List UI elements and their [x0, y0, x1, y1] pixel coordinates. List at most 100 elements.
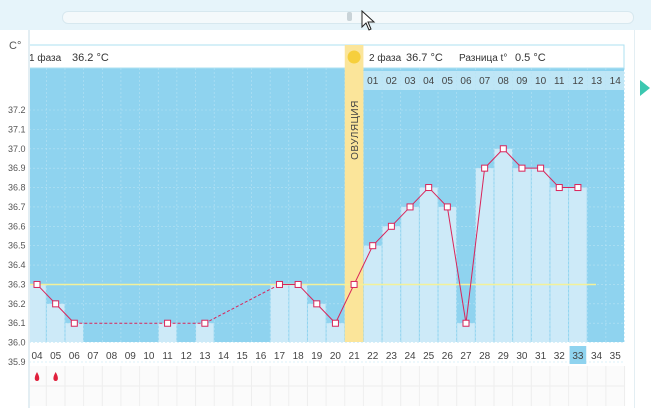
temperature-bar [531, 168, 550, 342]
y-tick-label: 36.7 [8, 202, 26, 212]
x-tick-label: 25 [423, 351, 435, 362]
x-tick-label: 21 [349, 351, 361, 362]
y-tick-label: 36.4 [8, 260, 26, 270]
y-tick-label: 36.3 [8, 279, 26, 289]
temperature-bar [475, 168, 494, 342]
scrollbar-thumb[interactable] [347, 12, 352, 21]
x-tick-label: 28 [479, 351, 491, 362]
x-tick-label: 17 [274, 351, 286, 362]
phase2-day-label: 13 [591, 76, 603, 87]
temperature-bar [289, 284, 307, 342]
temperature-point [33, 280, 41, 288]
blood-drop-icon [34, 372, 40, 381]
left-axis-panel [0, 30, 29, 408]
blood-drop-icon [53, 372, 58, 381]
phase1-label: 1 фаза [29, 52, 62, 64]
chevron-right-icon[interactable] [640, 80, 650, 96]
temperature-point [425, 184, 433, 192]
phase2-day-label: 14 [610, 76, 622, 87]
x-tick-label: 04 [31, 351, 43, 362]
y-tick-label: 36.9 [8, 163, 26, 173]
x-tick-label: 05 [50, 351, 62, 362]
x-tick-label: 10 [143, 351, 155, 362]
temperature-bar [158, 323, 177, 342]
sun-icon [347, 50, 361, 64]
temperature-bar [28, 284, 46, 342]
temperature-point [462, 319, 470, 327]
x-tick-label: 14 [218, 351, 230, 362]
temperature-point [574, 184, 582, 192]
x-tick-label: 18 [293, 351, 305, 362]
x-tick-label: 13 [199, 351, 211, 362]
temperature-bar [46, 303, 65, 342]
x-tick-label: 33 [572, 351, 584, 362]
x-tick-label: 29 [498, 351, 510, 362]
x-tick-label: 15 [237, 351, 249, 362]
phase2-day-label: 02 [386, 76, 398, 87]
x-tick-label: 07 [87, 351, 99, 362]
x-tick-label: 06 [69, 351, 81, 362]
x-tick-label: 22 [367, 351, 379, 362]
temperature-line-segment [465, 168, 486, 324]
x-tick-label: 08 [106, 351, 118, 362]
phase2-day-strip [363, 71, 624, 90]
phase2-day-label: 04 [423, 76, 435, 87]
temperature-bar [438, 206, 457, 342]
phase2-label: 2 фаза [369, 52, 402, 64]
x-tick-label: 35 [610, 351, 622, 362]
y-axis-unit: C° [9, 40, 22, 52]
temperature-bar [419, 187, 438, 342]
phase2-day-label: 11 [554, 76, 565, 87]
temperature-bar [457, 323, 475, 342]
highlighted-day-bg [569, 346, 587, 364]
temperature-bar [550, 187, 569, 342]
phase2-day-label: 12 [572, 76, 584, 87]
temperature-bar [363, 245, 382, 342]
temperature-point [313, 300, 321, 308]
ovulation-label: ОВУЛЯЦИЯ [350, 100, 361, 160]
y-tick-label: 36.5 [8, 241, 26, 251]
y-tick-label: 37.2 [8, 105, 26, 115]
temperature-bar [569, 187, 587, 342]
temperature-point [518, 164, 526, 172]
phase2-day-label: 03 [404, 76, 416, 87]
temperature-point [164, 319, 172, 327]
phase2-day-label: 07 [479, 76, 491, 87]
temperature-line-segment [446, 206, 467, 324]
temperature-line-segment [334, 284, 355, 324]
temperature-point [294, 280, 302, 288]
temperature-bar [196, 323, 214, 342]
phase2-day-label: 09 [516, 76, 528, 87]
x-tick-label: 12 [181, 351, 193, 362]
x-tick-label: 24 [404, 351, 416, 362]
temperature-point [201, 319, 209, 327]
y-tick-label: 36.1 [8, 318, 26, 328]
temperature-point [443, 203, 451, 211]
temperature-point [70, 319, 78, 327]
x-tick-label: 27 [460, 351, 472, 362]
temperature-bar [65, 323, 84, 342]
phase2-day-label: 01 [367, 76, 379, 87]
temperature-bar [401, 206, 419, 342]
x-tick-label: 09 [125, 351, 137, 362]
y-tick-label: 35.9 [8, 357, 26, 367]
mouse-cursor-icon [361, 10, 376, 31]
x-tick-label: 31 [535, 351, 547, 362]
temperature-bar [326, 323, 345, 342]
x-tick-label: 16 [255, 351, 267, 362]
y-tick-label: 36.0 [8, 338, 26, 348]
x-tick-label: 30 [516, 351, 528, 362]
x-tick-label: 34 [591, 351, 603, 362]
x-tick-label: 20 [330, 351, 342, 362]
x-tick-label: 32 [554, 351, 566, 362]
temperature-point [369, 242, 377, 250]
temperature-point [555, 184, 563, 192]
temperature-bar [307, 303, 326, 342]
temperature-point [387, 222, 395, 230]
phase2-day-label: 08 [498, 76, 510, 87]
x-tick-label: 19 [311, 351, 323, 362]
y-tick-label: 36.2 [8, 299, 26, 309]
ovulation-column [344, 45, 364, 342]
temperature-point [331, 319, 339, 327]
